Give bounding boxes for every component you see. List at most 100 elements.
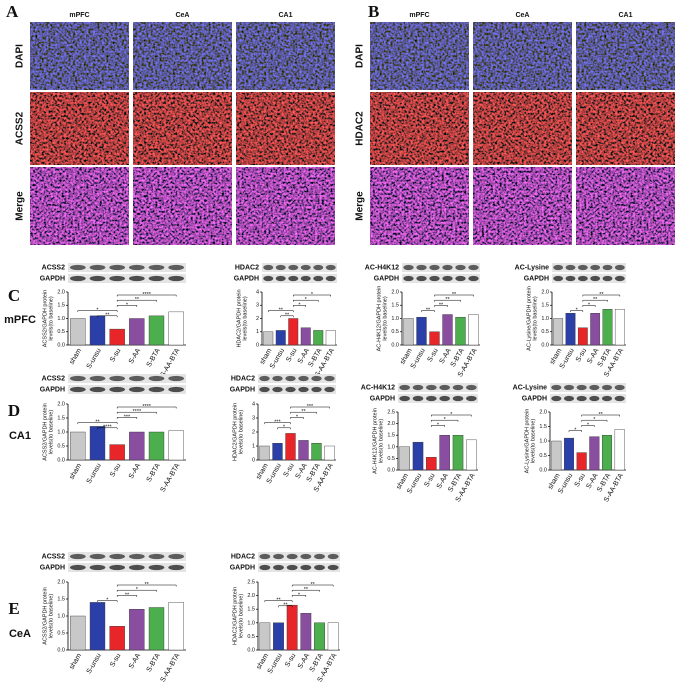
- significance-bracket: [116, 299, 157, 302]
- x-tick-label: S-AA: [128, 652, 142, 670]
- y-tick-label: 2: [252, 429, 255, 435]
- blot-band: [614, 275, 625, 282]
- blot-label: GAPDH: [40, 386, 65, 393]
- blot-band: [426, 384, 437, 391]
- y-axis-label: levels(to baseline): [48, 594, 54, 638]
- blot-band: [439, 384, 450, 391]
- blot-band: [565, 275, 576, 282]
- blot-band: [439, 395, 450, 402]
- blot-band: [563, 384, 575, 391]
- significance-label: *: [283, 425, 286, 431]
- blot-band: [272, 375, 283, 382]
- significance-bracket: [291, 595, 307, 597]
- x-tick-label: S-su: [109, 652, 122, 668]
- blot-band: [565, 264, 576, 271]
- row-letter: D: [8, 401, 20, 420]
- blot-band: [563, 395, 575, 402]
- significance-label: **: [105, 313, 110, 319]
- blot-label: GAPDH: [374, 275, 399, 282]
- y-tick-label: 0.0: [387, 467, 395, 473]
- micrograph: [370, 167, 469, 245]
- x-tick-label: S-su: [109, 347, 122, 363]
- blot-label: AC-H4K12: [361, 384, 395, 391]
- blot-label: GAPDH: [230, 386, 255, 393]
- significance-label: **: [311, 582, 316, 588]
- column-label: CeA: [175, 12, 189, 19]
- blot-band: [602, 275, 613, 282]
- blot-band: [109, 564, 126, 571]
- blot-band: [89, 386, 106, 393]
- blot-band: [109, 375, 126, 382]
- blot-band: [259, 386, 270, 393]
- blot-band: [551, 395, 562, 402]
- y-tick-label: 1.5: [387, 433, 395, 439]
- significance-bracket: [434, 294, 474, 297]
- column-label: mPFC: [409, 12, 429, 19]
- blot-band: [468, 275, 479, 282]
- y-tick-label: 3: [256, 303, 259, 309]
- blot-label: HDAC2: [231, 553, 255, 560]
- significance-label: **: [599, 412, 604, 418]
- blot-label: GAPDH: [40, 564, 65, 571]
- bar: [565, 313, 576, 346]
- blot-band: [89, 553, 106, 560]
- y-tick-label: 1.0: [57, 613, 65, 619]
- x-tick-label: S-unsu: [86, 652, 103, 675]
- blot-band: [109, 553, 126, 560]
- bar: [468, 314, 479, 346]
- y-tick-label: 1: [252, 443, 255, 449]
- blot-band: [577, 275, 588, 282]
- y-axis-label: levels(to baseline): [48, 296, 54, 340]
- blot-band: [89, 275, 106, 282]
- blot-label: AC-Lysine: [513, 384, 547, 391]
- row-label: ACSS2: [15, 111, 26, 145]
- blot-strip: [262, 274, 337, 283]
- y-tick-label: 0.5: [57, 329, 65, 335]
- micrograph: [576, 92, 675, 165]
- x-tick-label: S-BTA: [146, 347, 162, 368]
- significance-label: *: [296, 414, 299, 420]
- bar: [590, 313, 601, 346]
- blot-band: [399, 395, 410, 402]
- y-axis-label: levels(to baseline): [532, 296, 538, 340]
- y-tick-label: 1.0: [57, 429, 65, 435]
- x-tick-label: S-unsu: [86, 347, 103, 370]
- micrograph: [473, 92, 572, 165]
- significance-label: **: [304, 587, 309, 593]
- y-tick-label: 0.5: [541, 329, 549, 335]
- column-label: CA1: [278, 12, 292, 19]
- blot-band: [399, 384, 410, 391]
- y-tick-label: 0.5: [391, 329, 399, 335]
- blot-band: [300, 564, 312, 571]
- blot-band: [168, 553, 185, 560]
- y-axis-label: HDAC2/GAPDH protein: [236, 289, 242, 347]
- y-axis-label: AC-H4K12/GAPDH protein: [372, 408, 378, 474]
- y-axis-label: AC-Lysine/GAPDH protein: [524, 409, 530, 474]
- significance-label: *: [444, 417, 447, 423]
- x-tick-label: S-su: [284, 652, 297, 668]
- blot-band: [128, 553, 145, 560]
- bar: [403, 318, 414, 346]
- significance-label: **: [276, 597, 281, 603]
- bar: [439, 435, 450, 471]
- significance-bracket: [280, 315, 294, 318]
- significance-bracket: [116, 294, 177, 297]
- row-letter: C: [8, 286, 20, 305]
- blot-band: [298, 375, 309, 382]
- blot-strip: [398, 394, 478, 403]
- blot-band: [148, 564, 165, 571]
- y-tick-label: 0.5: [387, 456, 395, 462]
- blot-band: [263, 264, 274, 271]
- y-axis-label: AC-Lysine/GAPDH protein: [526, 286, 532, 351]
- y-tick-label: 1.0: [247, 620, 255, 626]
- significance-bracket: [293, 299, 319, 302]
- y-tick-label: 2.0: [539, 409, 547, 415]
- blot-band: [455, 264, 466, 271]
- bar: [298, 440, 309, 461]
- blot-band: [452, 395, 464, 402]
- axis-line: [397, 412, 478, 471]
- significance-bracket: [77, 422, 118, 425]
- significance-label: **: [125, 592, 130, 598]
- significance-bracket: [116, 595, 138, 597]
- bar: [589, 436, 600, 471]
